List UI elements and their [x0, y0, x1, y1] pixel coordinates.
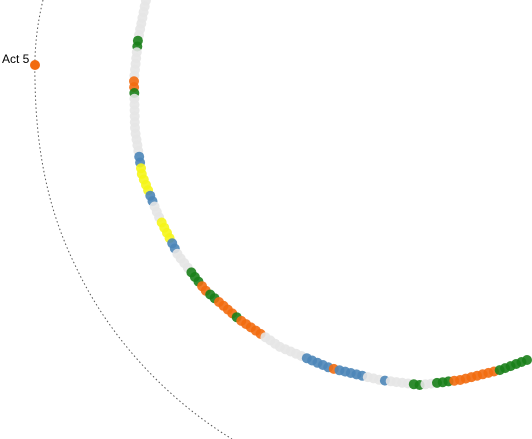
- dot-arc: [129, 0, 532, 390]
- act-marker: [30, 60, 40, 70]
- dot: [522, 355, 532, 365]
- dotted-arc: [34, 0, 233, 439]
- act-label: Act 5: [2, 52, 30, 66]
